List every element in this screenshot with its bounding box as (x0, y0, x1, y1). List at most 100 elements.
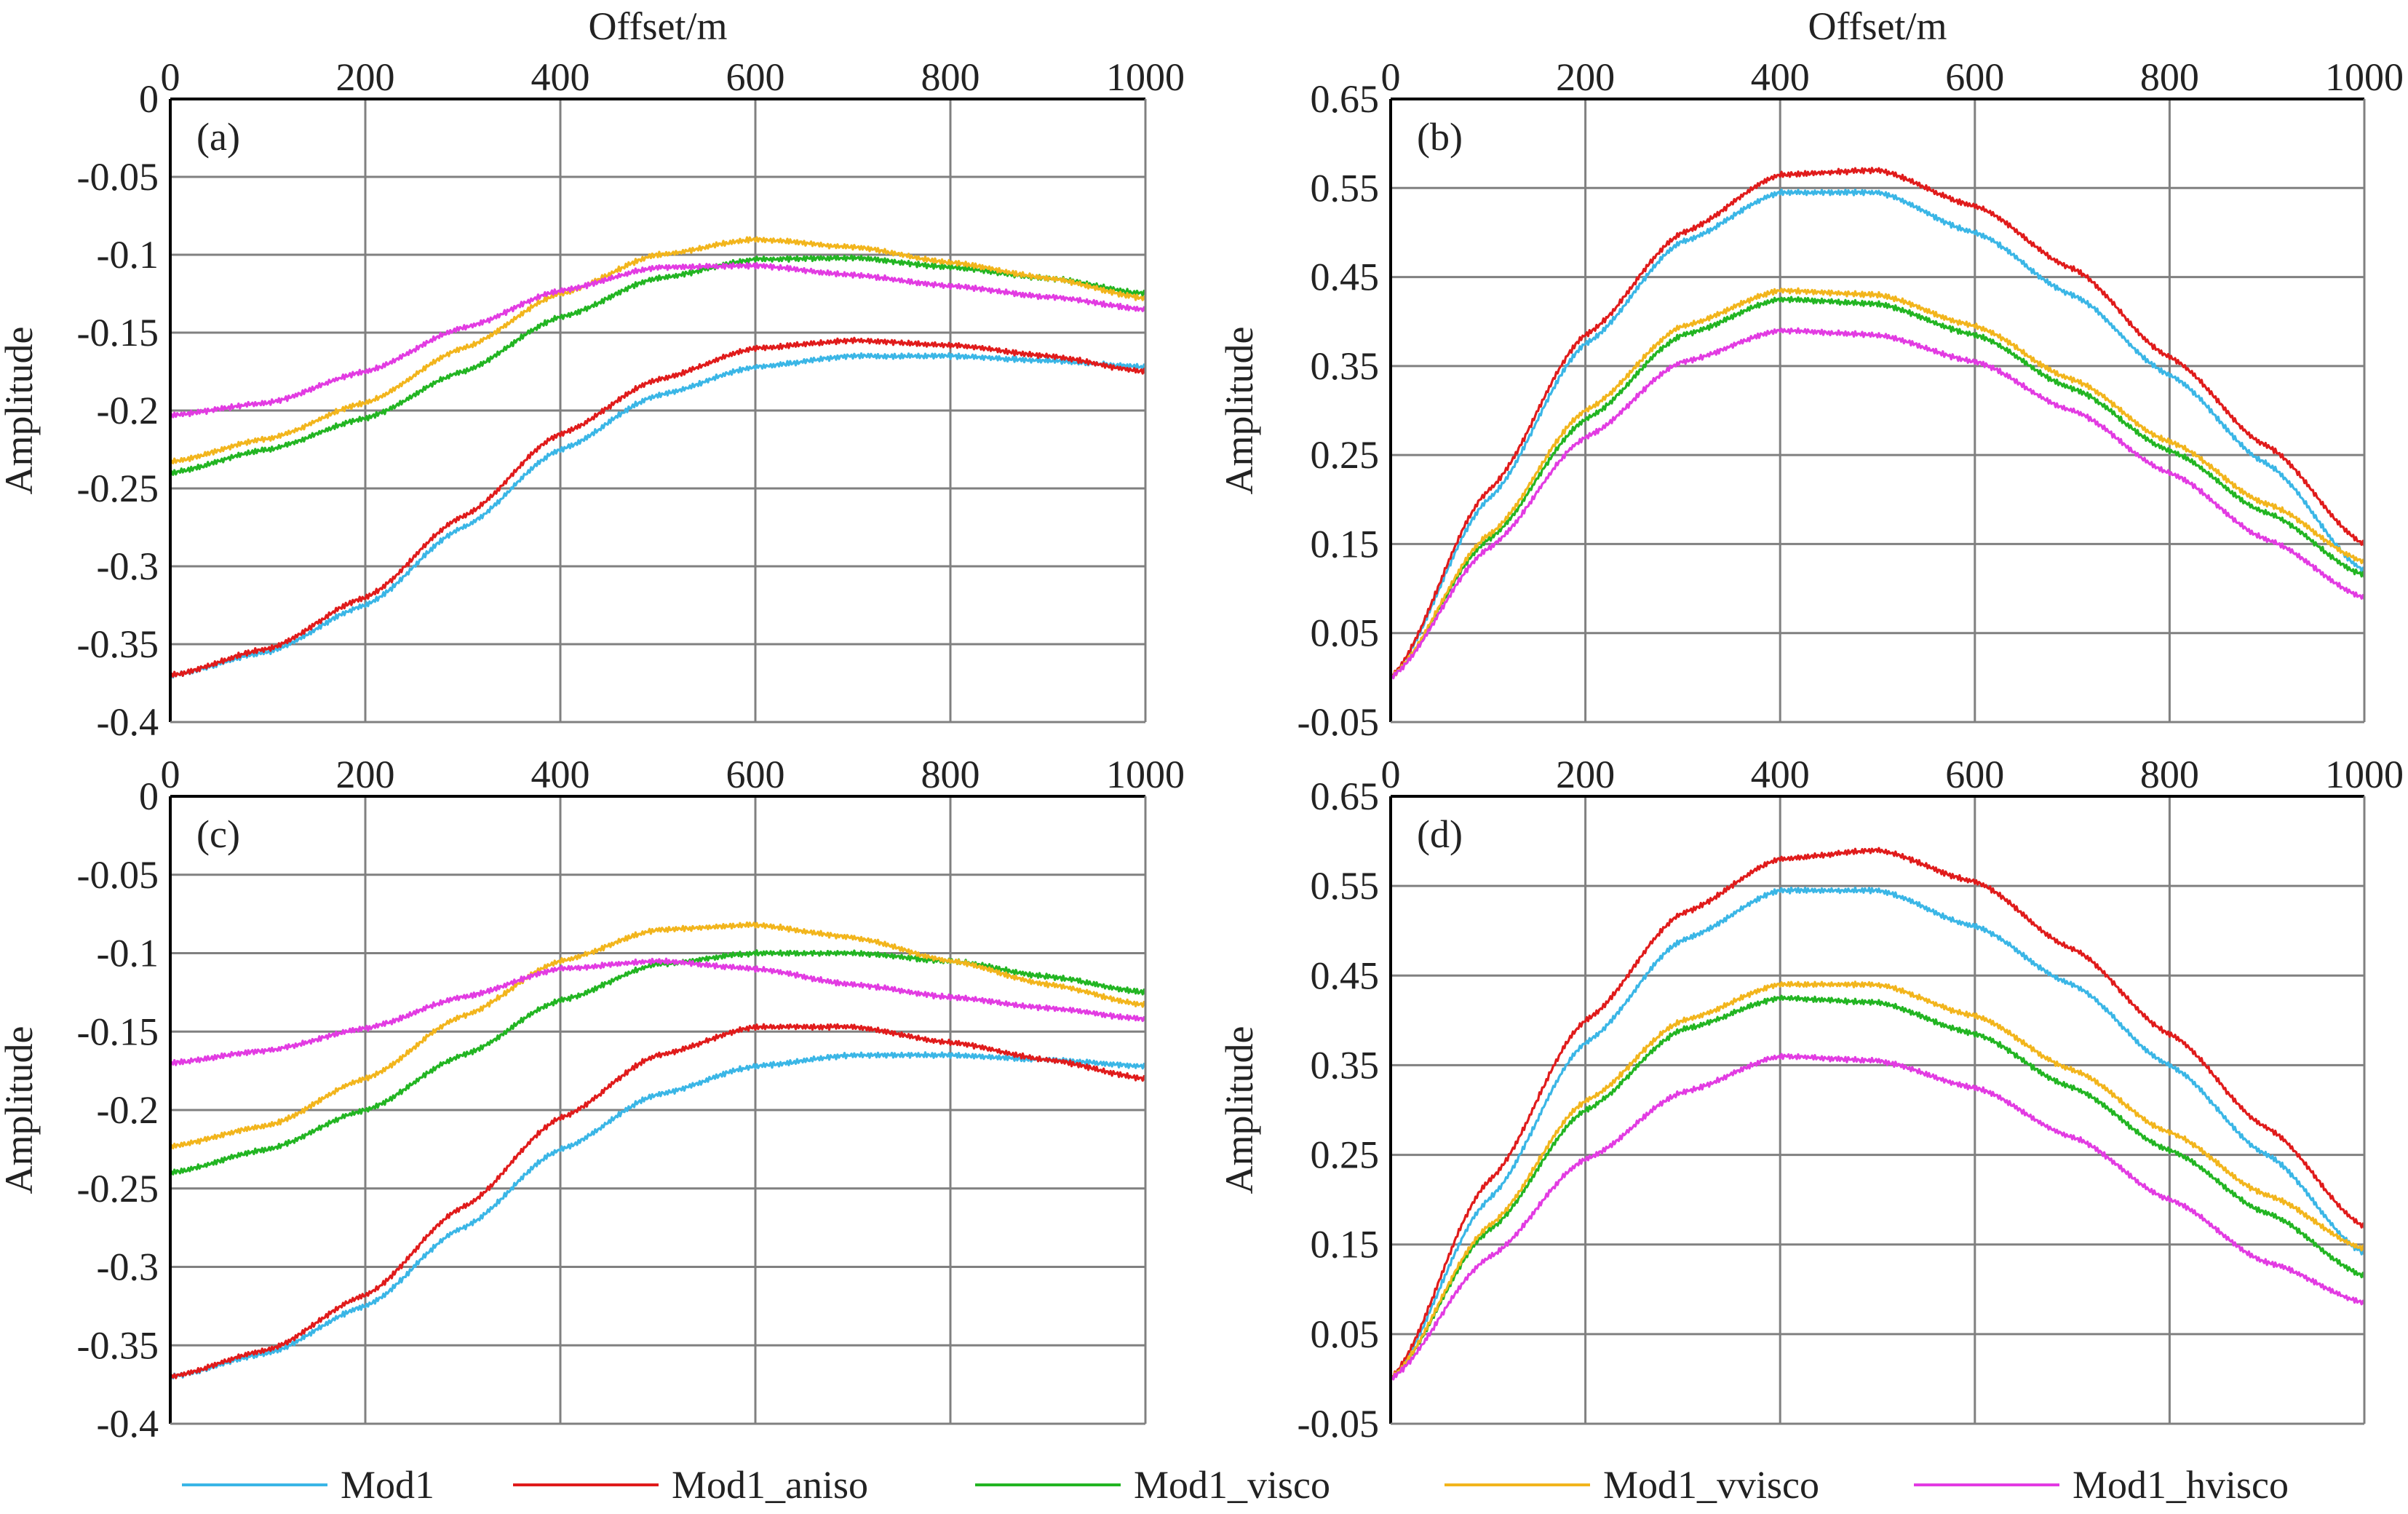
y-axis-title: Amplitude (0, 327, 41, 495)
panel-b: 0 200 400 600 800 1000 0.65 0.55 0.45 0.35 0.25 0.1… (1217, 4, 2404, 744)
y-tick-label: -0.05 (77, 853, 159, 897)
x-tick-label: 1000 (1106, 753, 1185, 796)
series-line-mod1-aniso (169, 1023, 1147, 1379)
y-tick-label: -0.05 (77, 155, 159, 199)
y-tick-label: 0.65 (1311, 77, 1380, 121)
y-tick-label: 0.55 (1311, 864, 1380, 908)
series-line-mod1-aniso (1389, 847, 2366, 1379)
x-tick-label: 1000 (2325, 55, 2404, 99)
y-tick-label: 0.45 (1311, 954, 1380, 997)
y-tick-label: -0.05 (1298, 1402, 1379, 1446)
y-tick-label: 0.25 (1311, 1133, 1380, 1177)
y-tick-label: -0.35 (77, 622, 159, 666)
y-tick-label: -0.35 (77, 1323, 159, 1367)
series-line-mod1 (1389, 189, 2366, 679)
y-tick-label: -0.4 (97, 700, 159, 744)
y-tick-label: 0.05 (1311, 611, 1380, 655)
series-line-mod1-visco (170, 949, 1147, 1176)
legend-item-mod1-vvisco: Mod1_vvisco (1445, 1463, 1819, 1507)
legend-item-mod1-visco: Mod1_visco (975, 1463, 1330, 1507)
y-tick-label: -0.15 (77, 1010, 159, 1053)
x-tick-label: 200 (1556, 753, 1615, 796)
x-tick-label: 600 (1945, 55, 2004, 99)
x-axis-title: Offset/m (1808, 4, 1947, 48)
y-tick-label: 0.05 (1311, 1312, 1380, 1356)
series-line-mod1-hvisco (170, 957, 1147, 1066)
legend-label: Mod1_aniso (672, 1463, 868, 1507)
legend-label: Mod1_hvisco (2073, 1463, 2289, 1507)
legend-label: Mod1_vvisco (1603, 1463, 1819, 1507)
panel-d: 0 200 400 600 800 1000 0.65 0.55 0.45 0.35 0.25 0.1… (1217, 753, 2404, 1446)
x-tick-label: 200 (336, 753, 395, 796)
y-tick-label: 0.15 (1311, 1223, 1380, 1267)
y-tick-label: 0.35 (1311, 1043, 1380, 1087)
series-line-mod1-hvisco (169, 262, 1147, 419)
series-line-mod1-aniso (1389, 167, 2366, 678)
x-tick-label: 0 (1381, 753, 1401, 796)
y-tick-label: 0.35 (1311, 344, 1380, 388)
y-tick-label: 0.25 (1311, 433, 1380, 477)
y-tick-label: -0.2 (97, 389, 159, 432)
legend-item-mod1-hvisco: Mod1_hvisco (1914, 1463, 2289, 1507)
x-tick-label: 800 (2140, 753, 2199, 796)
x-axis-title: Offset/m (589, 4, 728, 48)
y-axis-title: Amplitude (0, 1026, 41, 1194)
y-tick-label: -0.15 (77, 311, 159, 354)
y-tick-label: 0 (139, 774, 159, 818)
x-tick-label: 600 (726, 753, 785, 796)
x-tick-label: 600 (1945, 753, 2004, 796)
series-line-mod1-hvisco (1389, 1053, 2366, 1381)
y-tick-label: 0 (139, 77, 159, 121)
x-tick-label: 0 (161, 55, 180, 99)
panel-a: 0 200 400 600 800 1000 0 -0.05 -0.1 -0.15 -0.2 -0.2… (0, 4, 1185, 744)
series-line-mod1-visco (1389, 296, 2366, 678)
x-tick-label: 400 (531, 753, 590, 796)
x-tick-label: 800 (921, 55, 980, 99)
panel-label: (b) (1417, 115, 1463, 159)
y-tick-label: -0.1 (97, 233, 159, 277)
y-tick-label: 0.65 (1311, 774, 1380, 818)
legend: Mod1 Mod1_aniso Mod1_visco Mod1_vvisco Mod1_… (182, 1463, 2289, 1507)
series-line-mod1 (1389, 886, 2366, 1380)
y-tick-label: -0.3 (97, 544, 159, 588)
y-tick-label: -0.1 (97, 932, 159, 975)
y-tick-label: -0.4 (97, 1402, 159, 1446)
series-line-mod1-aniso (169, 336, 1147, 678)
series-line-mod1 (169, 1051, 1147, 1380)
x-tick-label: 0 (161, 753, 180, 796)
legend-item-mod1-aniso: Mod1_aniso (513, 1463, 868, 1507)
y-tick-label: -0.25 (77, 1167, 159, 1210)
series-line-mod1 (169, 352, 1147, 679)
series-line-mod1-vvisco (1389, 980, 2366, 1380)
y-tick-label: 0.45 (1311, 255, 1380, 299)
x-tick-label: 800 (921, 753, 980, 796)
y-tick-label: -0.2 (97, 1088, 159, 1132)
panel-label: (a) (196, 115, 240, 159)
x-tick-label: 1000 (2325, 753, 2404, 796)
x-tick-label: 400 (1751, 55, 1810, 99)
y-tick-label: 0.15 (1311, 522, 1380, 566)
series-line-mod1-vvisco (169, 921, 1147, 1150)
y-tick-label: -0.3 (97, 1245, 159, 1289)
series-line-mod1-vvisco (1389, 287, 2366, 679)
y-axis-title: Amplitude (1217, 1026, 1261, 1194)
panel-c: 0 200 400 600 800 1000 0 -0.05 -0.1 -0.15 -0.2 -0.2… (0, 753, 1185, 1446)
legend-label: Mod1 (341, 1463, 434, 1507)
y-tick-label: -0.25 (77, 467, 159, 510)
x-tick-label: 600 (726, 55, 785, 99)
y-tick-label: 0.55 (1311, 166, 1380, 210)
series-line-mod1-hvisco (1389, 327, 2366, 680)
y-tick-label: -0.05 (1298, 700, 1379, 744)
panel-label: (c) (196, 812, 240, 856)
x-tick-label: 400 (531, 55, 590, 99)
x-tick-label: 1000 (1106, 55, 1185, 99)
y-axis-title: Amplitude (1217, 327, 1261, 495)
legend-item-mod1: Mod1 (182, 1463, 434, 1507)
series-line-mod1-vvisco (170, 236, 1147, 464)
legend-label: Mod1_visco (1134, 1463, 1330, 1507)
panel-label: (d) (1417, 812, 1463, 856)
x-tick-label: 400 (1751, 753, 1810, 796)
x-tick-label: 0 (1381, 55, 1401, 99)
x-tick-label: 200 (1556, 55, 1615, 99)
